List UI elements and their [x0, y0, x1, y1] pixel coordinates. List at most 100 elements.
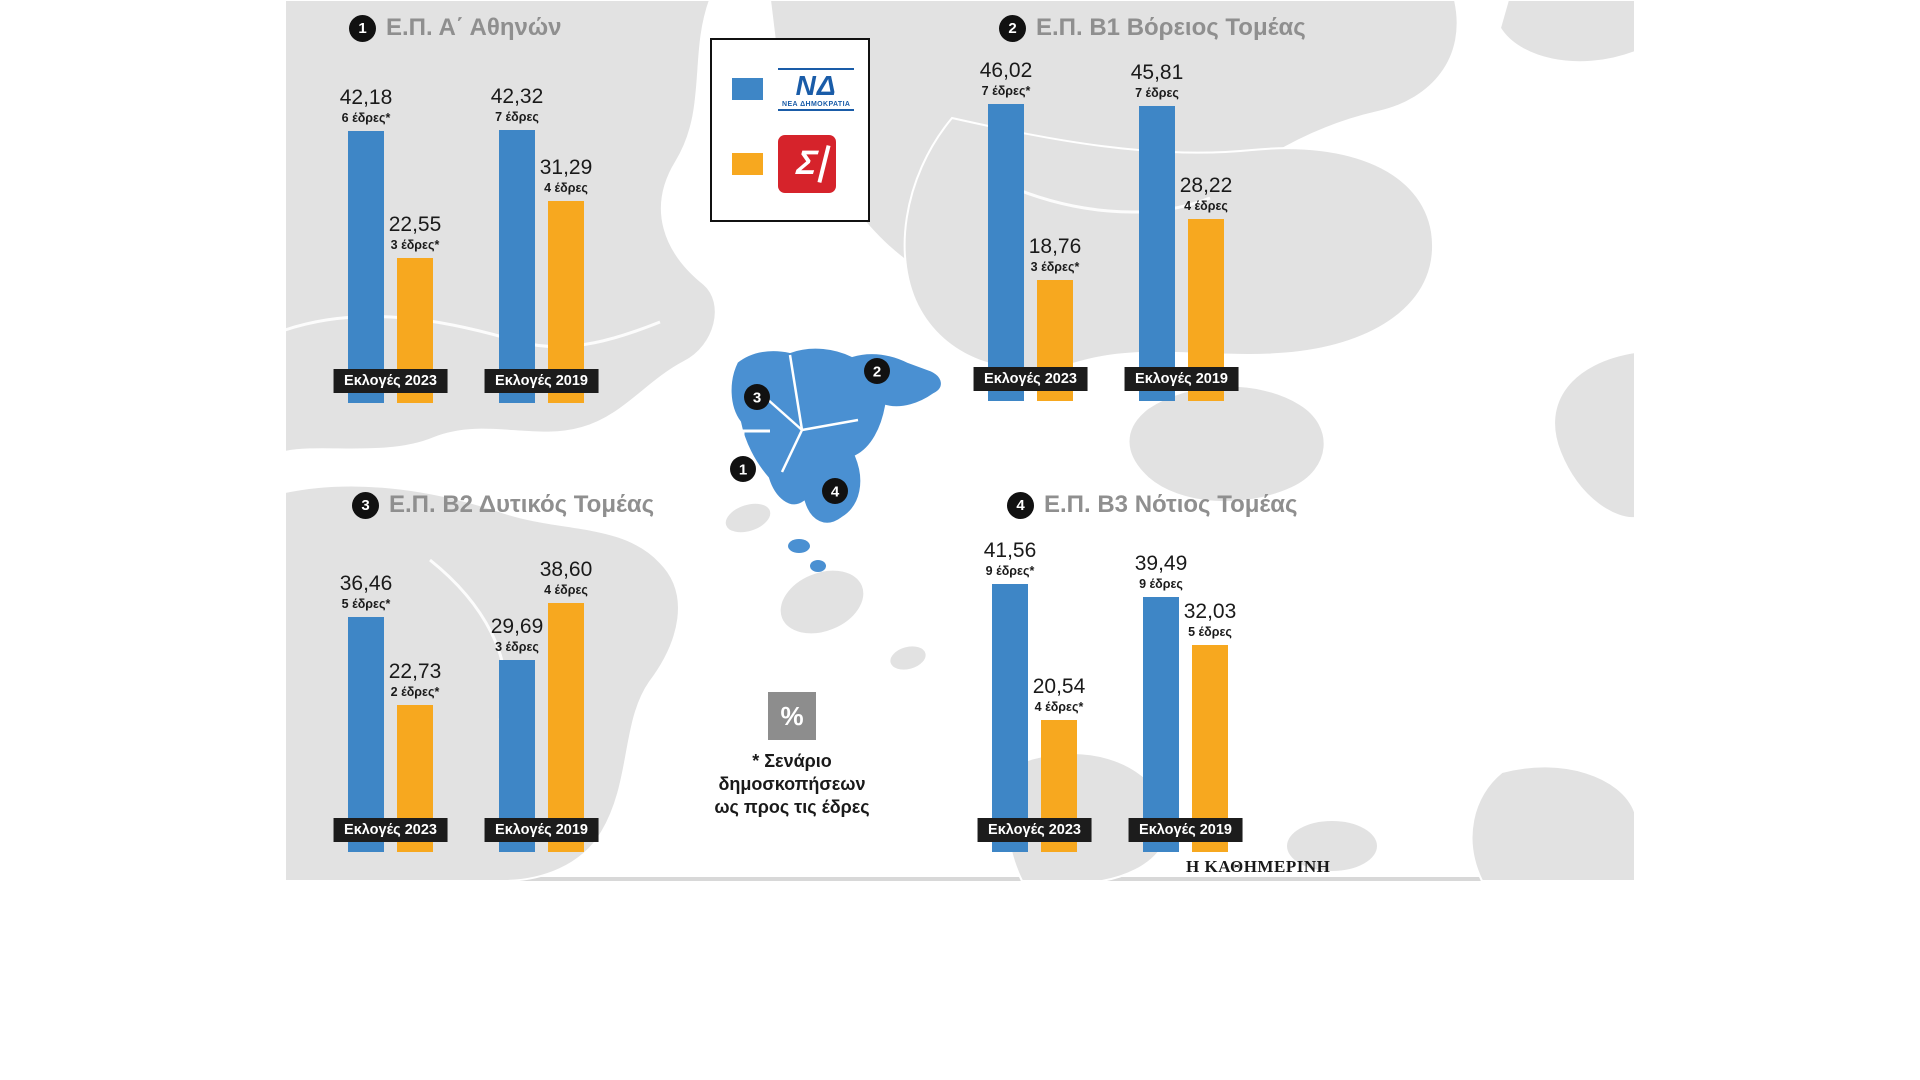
bar-nd: [348, 617, 384, 852]
seats-label: 2 έδρες*: [390, 685, 440, 699]
map-marker-3-label: 3: [753, 390, 761, 407]
seats-label: 4 έδρες: [544, 181, 588, 195]
syriza-logo-glyph: Σ: [795, 144, 820, 182]
bar-nd: [988, 104, 1024, 401]
election-block-2023: 41,56 9 έδρες* 20,54 4 έδρες* Εκλογές 20…: [977, 539, 1092, 852]
footnote: % * Σενάριο δημοσκοπήσεων ως προς τις έδ…: [703, 692, 881, 819]
map-marker-2-label: 2: [873, 364, 881, 381]
map-marker-1-label: 1: [739, 462, 747, 479]
seats-label: 7 έδρες: [1135, 86, 1179, 100]
bar-nd: [992, 584, 1028, 852]
bar-column: 39,49 9 έδρες: [1135, 552, 1187, 852]
map-marker-1: [730, 456, 756, 482]
bar-column: 36,46 5 έδρες*: [340, 572, 392, 852]
bar-column: 32,03 5 έδρες: [1184, 600, 1236, 852]
syriza-logo-slash: [817, 144, 831, 183]
seats-label: 5 έδρες: [1188, 625, 1232, 639]
group-title-1: 1 Ε.Π. Α΄ Αθηνών: [349, 14, 562, 42]
group-1-title-text: Ε.Π. Α΄ Αθηνών: [386, 14, 562, 41]
value-label: 32,03: [1183, 600, 1237, 623]
election-block-2023: 36,46 5 έδρες* 22,73 2 έδρες* Εκλογές 20…: [333, 572, 448, 852]
map-marker-2: [864, 358, 890, 384]
value-label: 42,32: [490, 85, 544, 108]
marker-1-connector: [741, 429, 770, 458]
value-label: 45,81: [1130, 61, 1184, 84]
seats-label: 4 έδρες: [1184, 199, 1228, 213]
group-2-title-text: Ε.Π. Β1 Βόρειος Τομέας: [1036, 14, 1306, 41]
value-label: 22,73: [388, 660, 442, 683]
seats-label: 7 έδρες*: [981, 84, 1031, 98]
group-2-number-badge: 2: [999, 14, 1026, 42]
map-markers: 1 2 3 4: [730, 358, 890, 504]
legend-row-nd: ΝΔ ΝΕΑ ΔΗΜΟΚΡΑΤΙΑ: [732, 67, 868, 111]
election-block-2019: 45,81 7 έδρες 28,22 4 έδρες Εκλογές 2019: [1124, 61, 1239, 401]
seats-label: 9 έδρες*: [985, 564, 1035, 578]
percent-icon: %: [768, 692, 816, 740]
map-region-attica: [729, 346, 943, 572]
group-3-title-text: Ε.Π. Β2 Δυτικός Τομέας: [389, 491, 655, 518]
bar-nd: [348, 131, 384, 403]
bar-column: 46,02 7 έδρες*: [980, 59, 1032, 401]
group-3-number-badge: 3: [352, 491, 379, 519]
map-marker-4-label: 4: [831, 484, 840, 501]
election-label: Εκλογές 2023: [333, 369, 448, 393]
group-1-number-badge: 1: [349, 14, 376, 42]
bottom-rule: [285, 877, 1635, 881]
chart-group-2: 46,02 7 έδρες* 18,76 3 έδρες* Εκλογές 20…: [973, 59, 1239, 401]
election-label: Εκλογές 2023: [973, 367, 1088, 391]
seats-label: 7 έδρες: [495, 110, 539, 124]
value-label: 39,49: [1134, 552, 1188, 575]
bar-column: 45,81 7 έδρες: [1131, 61, 1183, 401]
chart-group-4: 41,56 9 έδρες* 20,54 4 έδρες* Εκλογές 20…: [977, 539, 1243, 852]
group-title-4: 4 Ε.Π. Β3 Νότιος Τομέας: [1007, 491, 1298, 519]
nd-color-swatch: [732, 78, 763, 100]
bar-column: 18,76 3 έδρες*: [1029, 235, 1081, 401]
seats-label: 5 έδρες*: [341, 597, 391, 611]
seats-label: 4 έδρες: [544, 583, 588, 597]
nd-logo-letters: ΝΔ: [795, 69, 837, 101]
value-label: 20,54: [1032, 675, 1086, 698]
value-label: 42,18: [339, 86, 393, 109]
election-label: Εκλογές 2019: [1128, 818, 1243, 842]
legend: ΝΔ ΝΕΑ ΔΗΜΟΚΡΑΤΙΑ Σ: [710, 38, 870, 222]
group-title-3: 3 Ε.Π. Β2 Δυτικός Τομέας: [352, 491, 654, 519]
election-label: Εκλογές 2023: [333, 818, 448, 842]
legend-row-syriza: Σ: [732, 134, 868, 193]
seats-label: 3 έδρες: [495, 640, 539, 654]
bar-column: 31,29 4 έδρες: [540, 156, 592, 403]
election-label: Εκλογές 2019: [484, 369, 599, 393]
election-label: Εκλογές 2019: [1124, 367, 1239, 391]
bar-syriza: [1192, 645, 1228, 852]
nd-logo: ΝΔ ΝΕΑ ΔΗΜΟΚΡΑΤΙΑ: [778, 67, 855, 111]
group-title-2: 2 Ε.Π. Β1 Βόρειος Τομέας: [999, 14, 1306, 42]
seats-label: 3 έδρες*: [390, 238, 440, 252]
seats-label: 9 έδρες: [1139, 577, 1183, 591]
election-block-2023: 46,02 7 έδρες* 18,76 3 έδρες* Εκλογές 20…: [973, 59, 1088, 401]
value-label: 22,55: [388, 213, 442, 236]
bar-column: 38,60 4 έδρες: [540, 558, 592, 852]
value-label: 28,22: [1179, 174, 1233, 197]
value-label: 36,46: [339, 572, 393, 595]
chart-group-3: 36,46 5 έδρες* 22,73 2 έδρες* Εκλογές 20…: [333, 558, 599, 852]
seats-label: 6 έδρες*: [341, 111, 391, 125]
value-label: 31,29: [539, 156, 593, 179]
chart-group-1: 42,18 6 έδρες* 22,55 3 έδρες* Εκλογές 20…: [333, 85, 599, 403]
bar-nd: [1143, 597, 1179, 852]
footnote-text: * Σενάριο δημοσκοπήσεων ως προς τις έδρε…: [714, 751, 870, 817]
election-block-2019: 42,32 7 έδρες 31,29 4 έδρες Εκλογές 2019: [484, 85, 599, 403]
syriza-logo: Σ: [778, 134, 836, 193]
election-label: Εκλογές 2019: [484, 818, 599, 842]
bar-column: 29,69 3 έδρες: [491, 615, 543, 852]
value-label: 46,02: [979, 59, 1033, 82]
syriza-color-swatch: [732, 152, 763, 175]
election-block-2019: 29,69 3 έδρες 38,60 4 έδρες Εκλογές 2019: [484, 558, 599, 852]
election-block-2019: 39,49 9 έδρες 32,03 5 έδρες Εκλογές 2019: [1128, 552, 1243, 852]
map-marker-3: [744, 384, 770, 410]
election-block-2023: 42,18 6 έδρες* 22,55 3 έδρες* Εκλογές 20…: [333, 86, 448, 403]
value-label: 38,60: [539, 558, 593, 581]
bar-column: 41,56 9 έδρες*: [984, 539, 1036, 852]
seats-label: 3 έδρες*: [1030, 260, 1080, 274]
nd-logo-name: ΝΕΑ ΔΗΜΟΚΡΑΤΙΑ: [782, 100, 851, 108]
